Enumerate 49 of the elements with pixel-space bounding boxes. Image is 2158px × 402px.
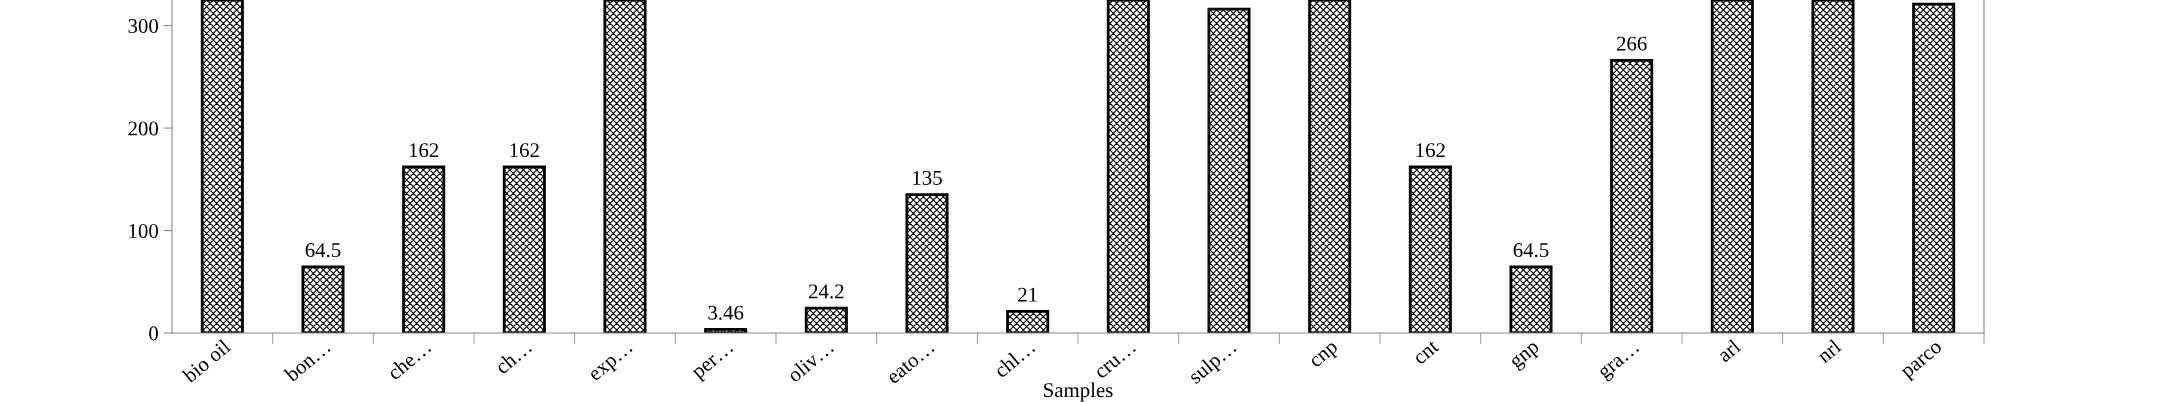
- x-tick-label: eato…: [886, 341, 935, 385]
- bar: [1308, 0, 1352, 333]
- bar: [1006, 310, 1050, 333]
- data-label: 3.46: [708, 305, 744, 320]
- data-label: 162: [510, 143, 539, 158]
- x-tick-label: gra…: [1598, 342, 1643, 383]
- bar: [905, 193, 949, 333]
- y-tick-label: 200: [128, 121, 159, 136]
- bar: [502, 165, 546, 333]
- bar: [804, 306, 848, 333]
- data-label: 64.5: [305, 243, 341, 258]
- bar: [1408, 165, 1452, 333]
- x-tick-label: cru…: [1095, 342, 1137, 380]
- x-tick-label: gnp: [1510, 341, 1543, 372]
- data-label: 162: [409, 143, 439, 158]
- x-tick-label: oliv…: [786, 339, 835, 383]
- y-tick-label: 0: [149, 326, 159, 341]
- x-axis-title: Samples: [1044, 382, 1113, 402]
- x-tick-label: che…: [386, 339, 432, 381]
- x-tick-label: nrl: [1815, 338, 1842, 364]
- bar: [1811, 0, 1855, 333]
- data-label: 266: [1616, 36, 1647, 51]
- y-tick-label: 100: [129, 223, 159, 238]
- bar: [200, 0, 244, 333]
- data-label: 21: [1018, 287, 1037, 302]
- bar: [402, 165, 446, 333]
- data-label: 64.5: [1513, 243, 1549, 258]
- x-tick-label: exp…: [589, 342, 636, 385]
- bar: [301, 265, 345, 333]
- bar: [603, 0, 647, 333]
- x-tick-label: arl: [1716, 338, 1742, 363]
- data-label: 24.2: [809, 284, 844, 299]
- bar: [1610, 59, 1654, 333]
- x-tick-label: ch…: [493, 339, 533, 375]
- bar: [1106, 0, 1150, 333]
- bar: [1509, 265, 1553, 333]
- x-tick-label: sulp…: [1187, 339, 1240, 388]
- bar: [1207, 7, 1251, 333]
- x-tick-label: cnt: [1413, 340, 1440, 365]
- x-tick-label: bon…: [283, 339, 331, 383]
- y-tick-label: 300: [128, 18, 159, 34]
- bar: [1912, 2, 1956, 333]
- x-tick-label: cnp: [1310, 341, 1342, 372]
- data-label: 162: [1416, 143, 1445, 158]
- data-label: 135: [913, 170, 942, 185]
- x-tick-label: chl…: [992, 339, 1036, 379]
- x-tick-label: per…: [692, 342, 737, 383]
- x-tick-label: bio oil: [181, 338, 232, 384]
- bar: [1710, 0, 1754, 333]
